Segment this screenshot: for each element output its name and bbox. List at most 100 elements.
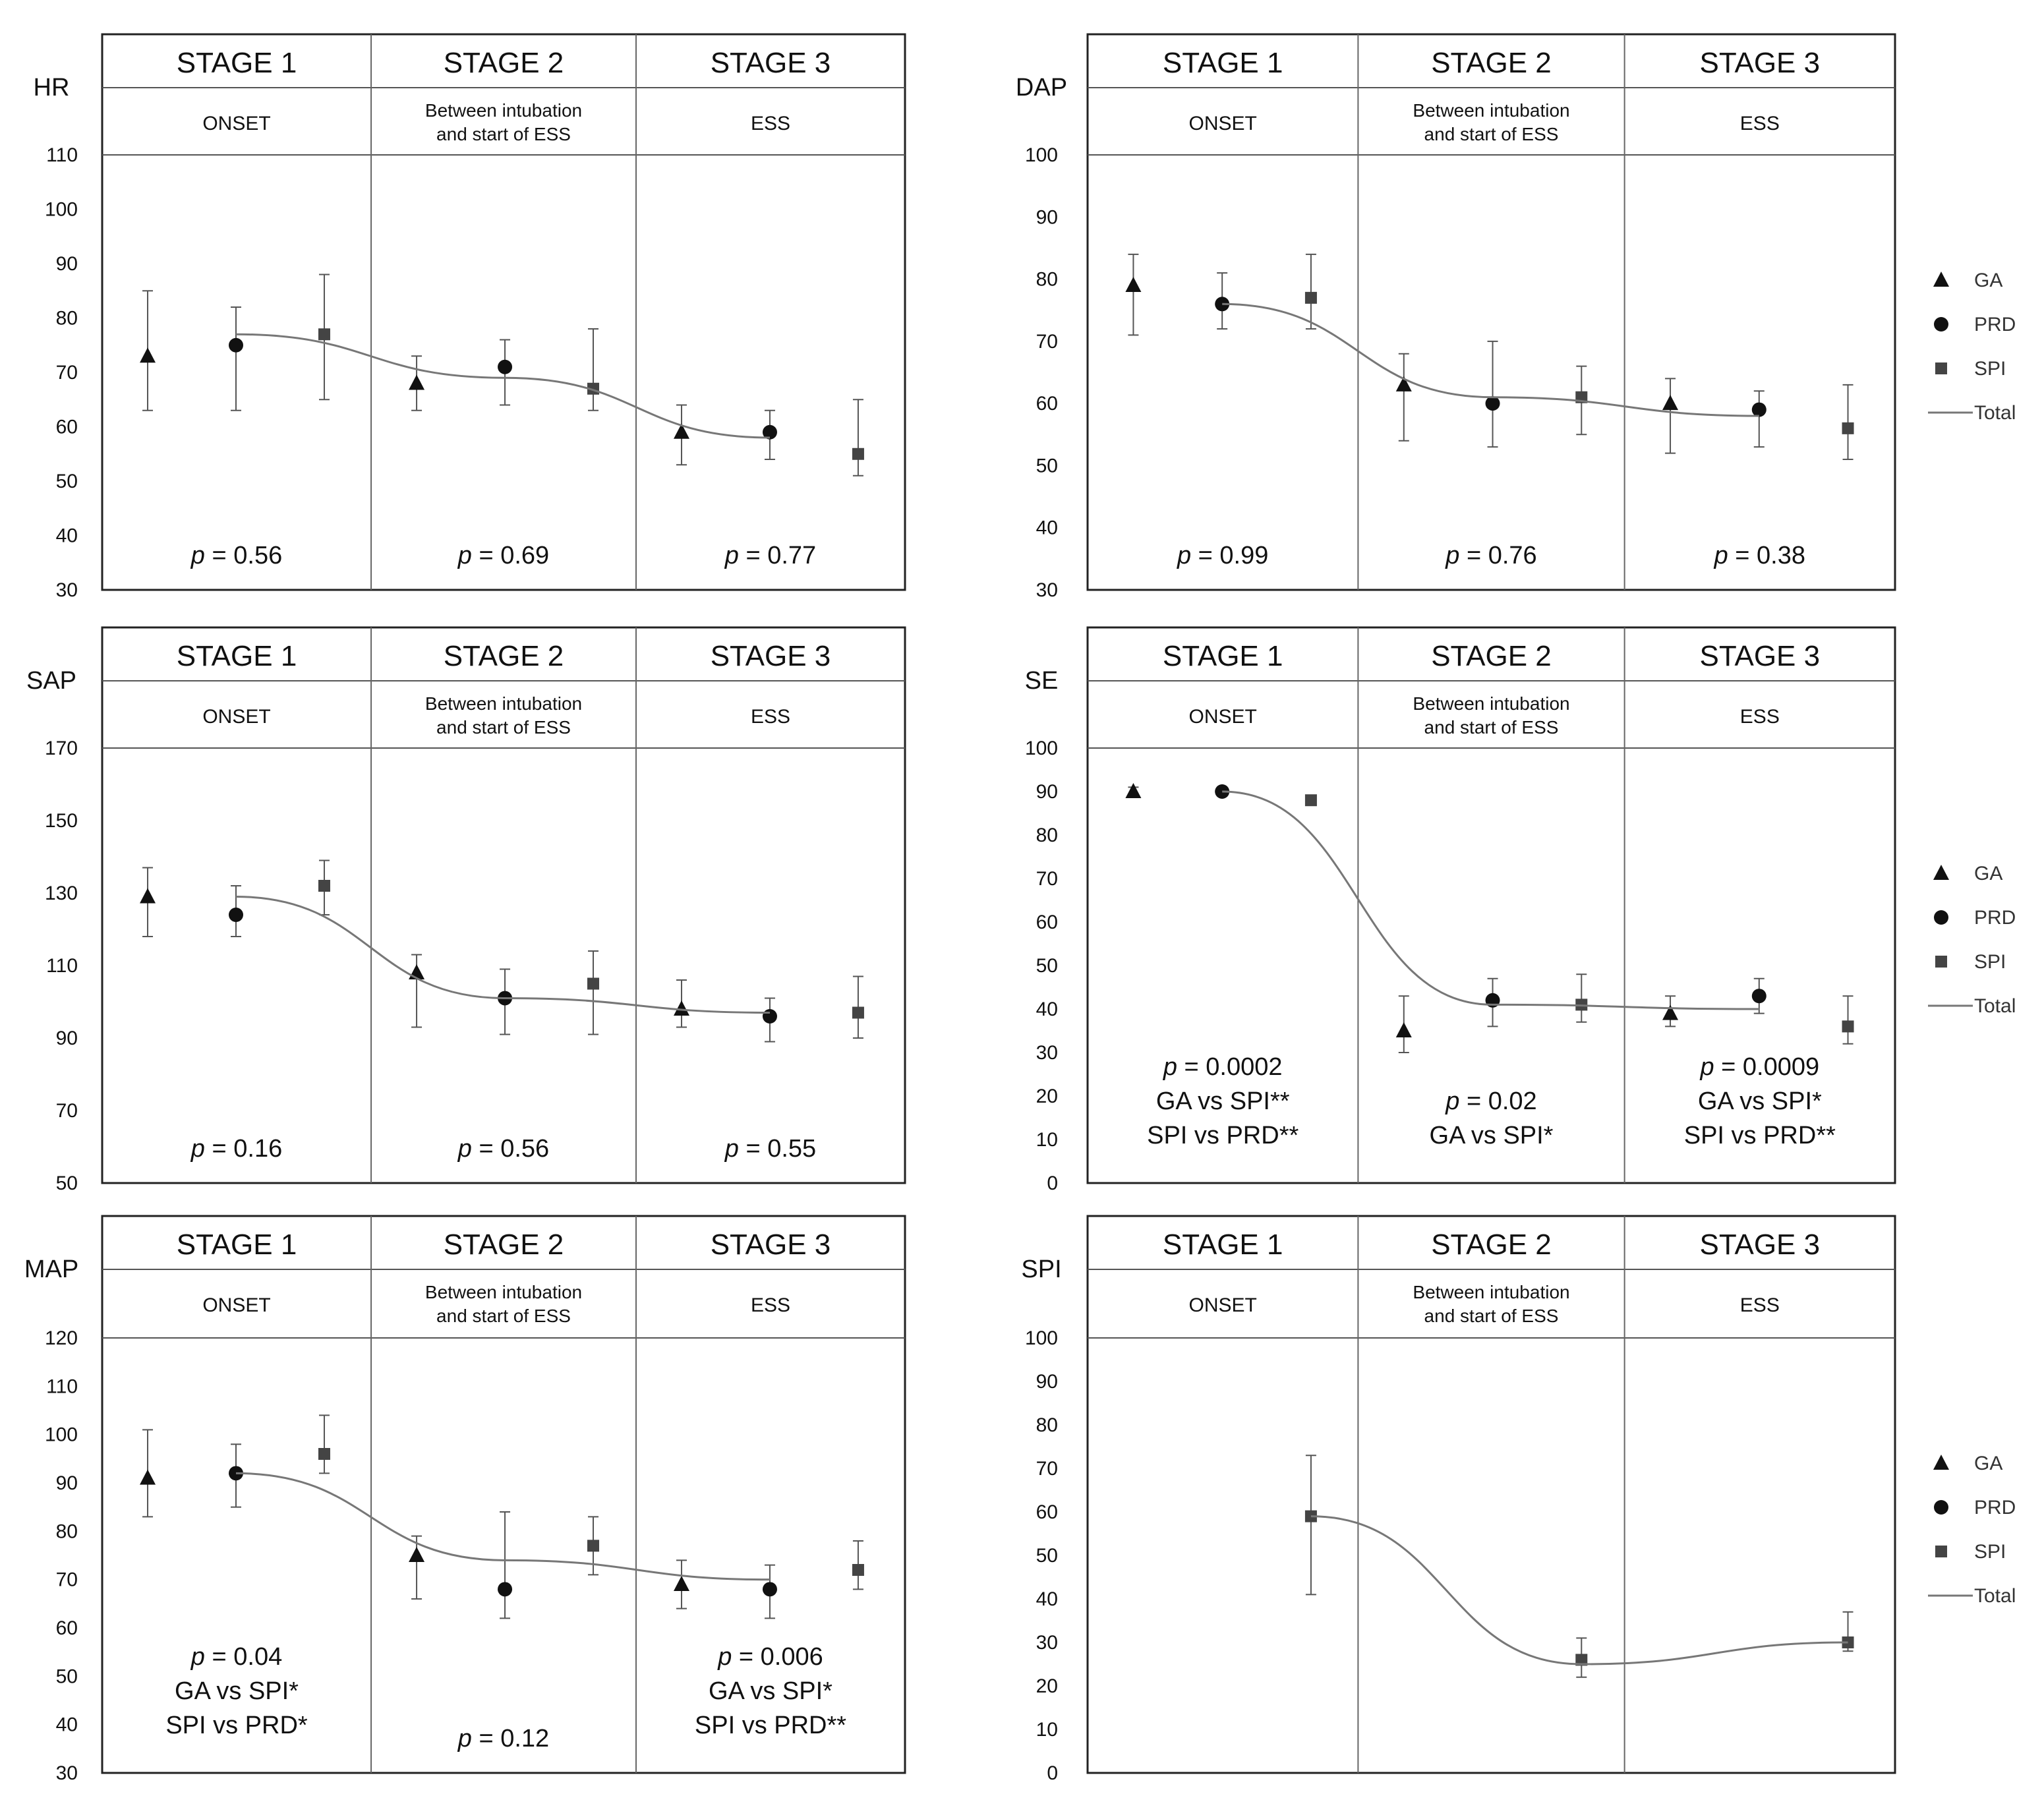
p-value-label: p = 0.38 [1714, 542, 1805, 569]
p-value-label: p = 0.56 [457, 1135, 549, 1163]
stage-title: STAGE 1 [1163, 1229, 1283, 1261]
y-tick-label: 100 [45, 1424, 78, 1446]
p-symbol: p [724, 542, 746, 569]
y-tick-label: 100 [1025, 144, 1058, 166]
y-tick-label: 110 [46, 1375, 78, 1397]
legend-label: Total [1974, 402, 2016, 424]
data-point-ga [1662, 395, 1679, 411]
series-GA [140, 290, 689, 466]
legend-marker-ga [1933, 865, 1949, 880]
y-tick-label: 60 [1036, 393, 1058, 415]
y-tick-label: 40 [1036, 998, 1058, 1020]
panel-variable-label: SE [1025, 667, 1059, 695]
y-tick-label: 80 [1036, 269, 1058, 291]
y-tick-label: 70 [1036, 331, 1058, 353]
panel-frame [1086, 1215, 1896, 1774]
y-tick-label: 60 [1036, 911, 1058, 933]
p-symbol: p [190, 1135, 212, 1163]
p-symbol: p [1699, 1053, 1721, 1081]
p-value-label: p = 0.006 [717, 1643, 823, 1671]
data-point-ga [1395, 376, 1412, 391]
comparison-label: GA vs SPI* [709, 1677, 832, 1705]
data-point-spi [587, 1540, 600, 1552]
y-tick-label: 40 [1036, 517, 1058, 539]
y-tick-label: 20 [1036, 1085, 1058, 1107]
y-tick-label: 70 [56, 1569, 78, 1591]
data-point-spi [587, 977, 600, 990]
p-value-label: p = 0.16 [190, 1135, 282, 1163]
comparison-label: GA vs SPI* [1698, 1087, 1822, 1115]
p-value: = 0.04 [212, 1643, 283, 1671]
p-symbol: p [1163, 1053, 1184, 1081]
p-value-label: p = 0.0009 [1699, 1053, 1819, 1081]
legend-marker-prd [1934, 317, 1948, 332]
stage-title: STAGE 1 [1163, 47, 1283, 79]
p-value: = 0.77 [745, 542, 816, 569]
stage-title: STAGE 2 [1431, 1229, 1552, 1261]
legend: GA PRD SPI Total [1928, 863, 2016, 1017]
stage-title: STAGE 2 [444, 640, 564, 672]
comparison-label: GA vs SPI** [1156, 1087, 1290, 1115]
data-point-prd [762, 424, 777, 440]
comparison-label: SPI vs PRD** [695, 1712, 846, 1739]
data-point-ga [1395, 1022, 1412, 1037]
phase-line: and start of ESS [436, 124, 571, 144]
stage-title: STAGE 3 [1700, 47, 1821, 79]
y-tick-label: 110 [46, 144, 78, 166]
p-value: = 0.02 [1467, 1087, 1537, 1115]
comparison-label: GA vs SPI* [1430, 1122, 1554, 1149]
y-tick-label: 120 [45, 1327, 78, 1349]
data-point-spi [1842, 1020, 1854, 1033]
y-tick-label: 40 [1036, 1588, 1058, 1610]
series-GA [140, 1429, 689, 1609]
data-point-spi [852, 448, 864, 460]
legend-marker-ga [1933, 272, 1949, 287]
data-point-spi [1304, 794, 1317, 807]
data-point-ga [673, 1576, 689, 1591]
data-point-prd [229, 337, 243, 353]
data-point-prd [762, 1582, 777, 1597]
p-symbol: p [190, 542, 212, 569]
y-tick-label: 0 [1047, 1172, 1058, 1194]
p-value: = 0.12 [479, 1725, 549, 1752]
series-PRD [1215, 272, 1767, 448]
series-SPI [1304, 794, 1854, 1045]
chart-panel-dap: DAP 30 40 50 60 70 80 90 100 STAGE 1 ONSET p = 0.99… [1016, 33, 2016, 601]
stage-phase-label: ESS [751, 113, 790, 134]
chart-panel-se: SE 0 10 20 30 40 50 60 70 80 90 100 STAGE 1 ONSET p = … [1025, 626, 2016, 1194]
phase-line: Between intubation [1413, 1282, 1569, 1302]
panel-frame [101, 33, 906, 591]
phase-line: Between intubation [1413, 100, 1569, 121]
p-symbol: p [1445, 542, 1467, 569]
legend-marker-spi [1935, 1546, 1947, 1557]
panel-variable-label: HR [34, 74, 70, 101]
panel-variable-label: DAP [1016, 74, 1067, 101]
p-value-label: p = 0.0002 [1163, 1053, 1283, 1081]
stage-phase-label: Between intubation and start of ESS [425, 1282, 582, 1326]
phase-line: Between intubation [1413, 693, 1569, 714]
stage-phase-label: ESS [1740, 1294, 1780, 1316]
legend: GA PRD SPI Total [1928, 1453, 2016, 1607]
y-tick-label: 50 [56, 471, 78, 492]
total-trend-line [1310, 1515, 1848, 1665]
phase-line: and start of ESS [1424, 717, 1559, 738]
panel-frame [101, 1215, 906, 1774]
legend-marker-prd [1934, 910, 1948, 925]
data-point-ga [1125, 783, 1142, 798]
stage-phase-label: Between intubation and start of ESS [1413, 100, 1569, 144]
comparison-label: SPI vs PRD** [1147, 1122, 1299, 1149]
legend-label: SPI [1974, 358, 2006, 380]
y-tick-label: 60 [56, 417, 78, 438]
legend-label: SPI [1974, 951, 2006, 973]
stage-title: STAGE 3 [1700, 640, 1821, 672]
p-value: = 0.55 [745, 1135, 816, 1163]
y-tick-label: 70 [1036, 1458, 1058, 1480]
series-SPI [1304, 253, 1854, 460]
p-symbol: p [724, 1135, 746, 1163]
y-tick-label: 80 [56, 308, 78, 330]
series-PRD [229, 1443, 777, 1619]
stage-phase-label: ESS [751, 1294, 790, 1316]
data-point-spi [1304, 291, 1317, 304]
stage-phase-label: ESS [751, 706, 790, 728]
stage-title: STAGE 1 [177, 47, 297, 79]
